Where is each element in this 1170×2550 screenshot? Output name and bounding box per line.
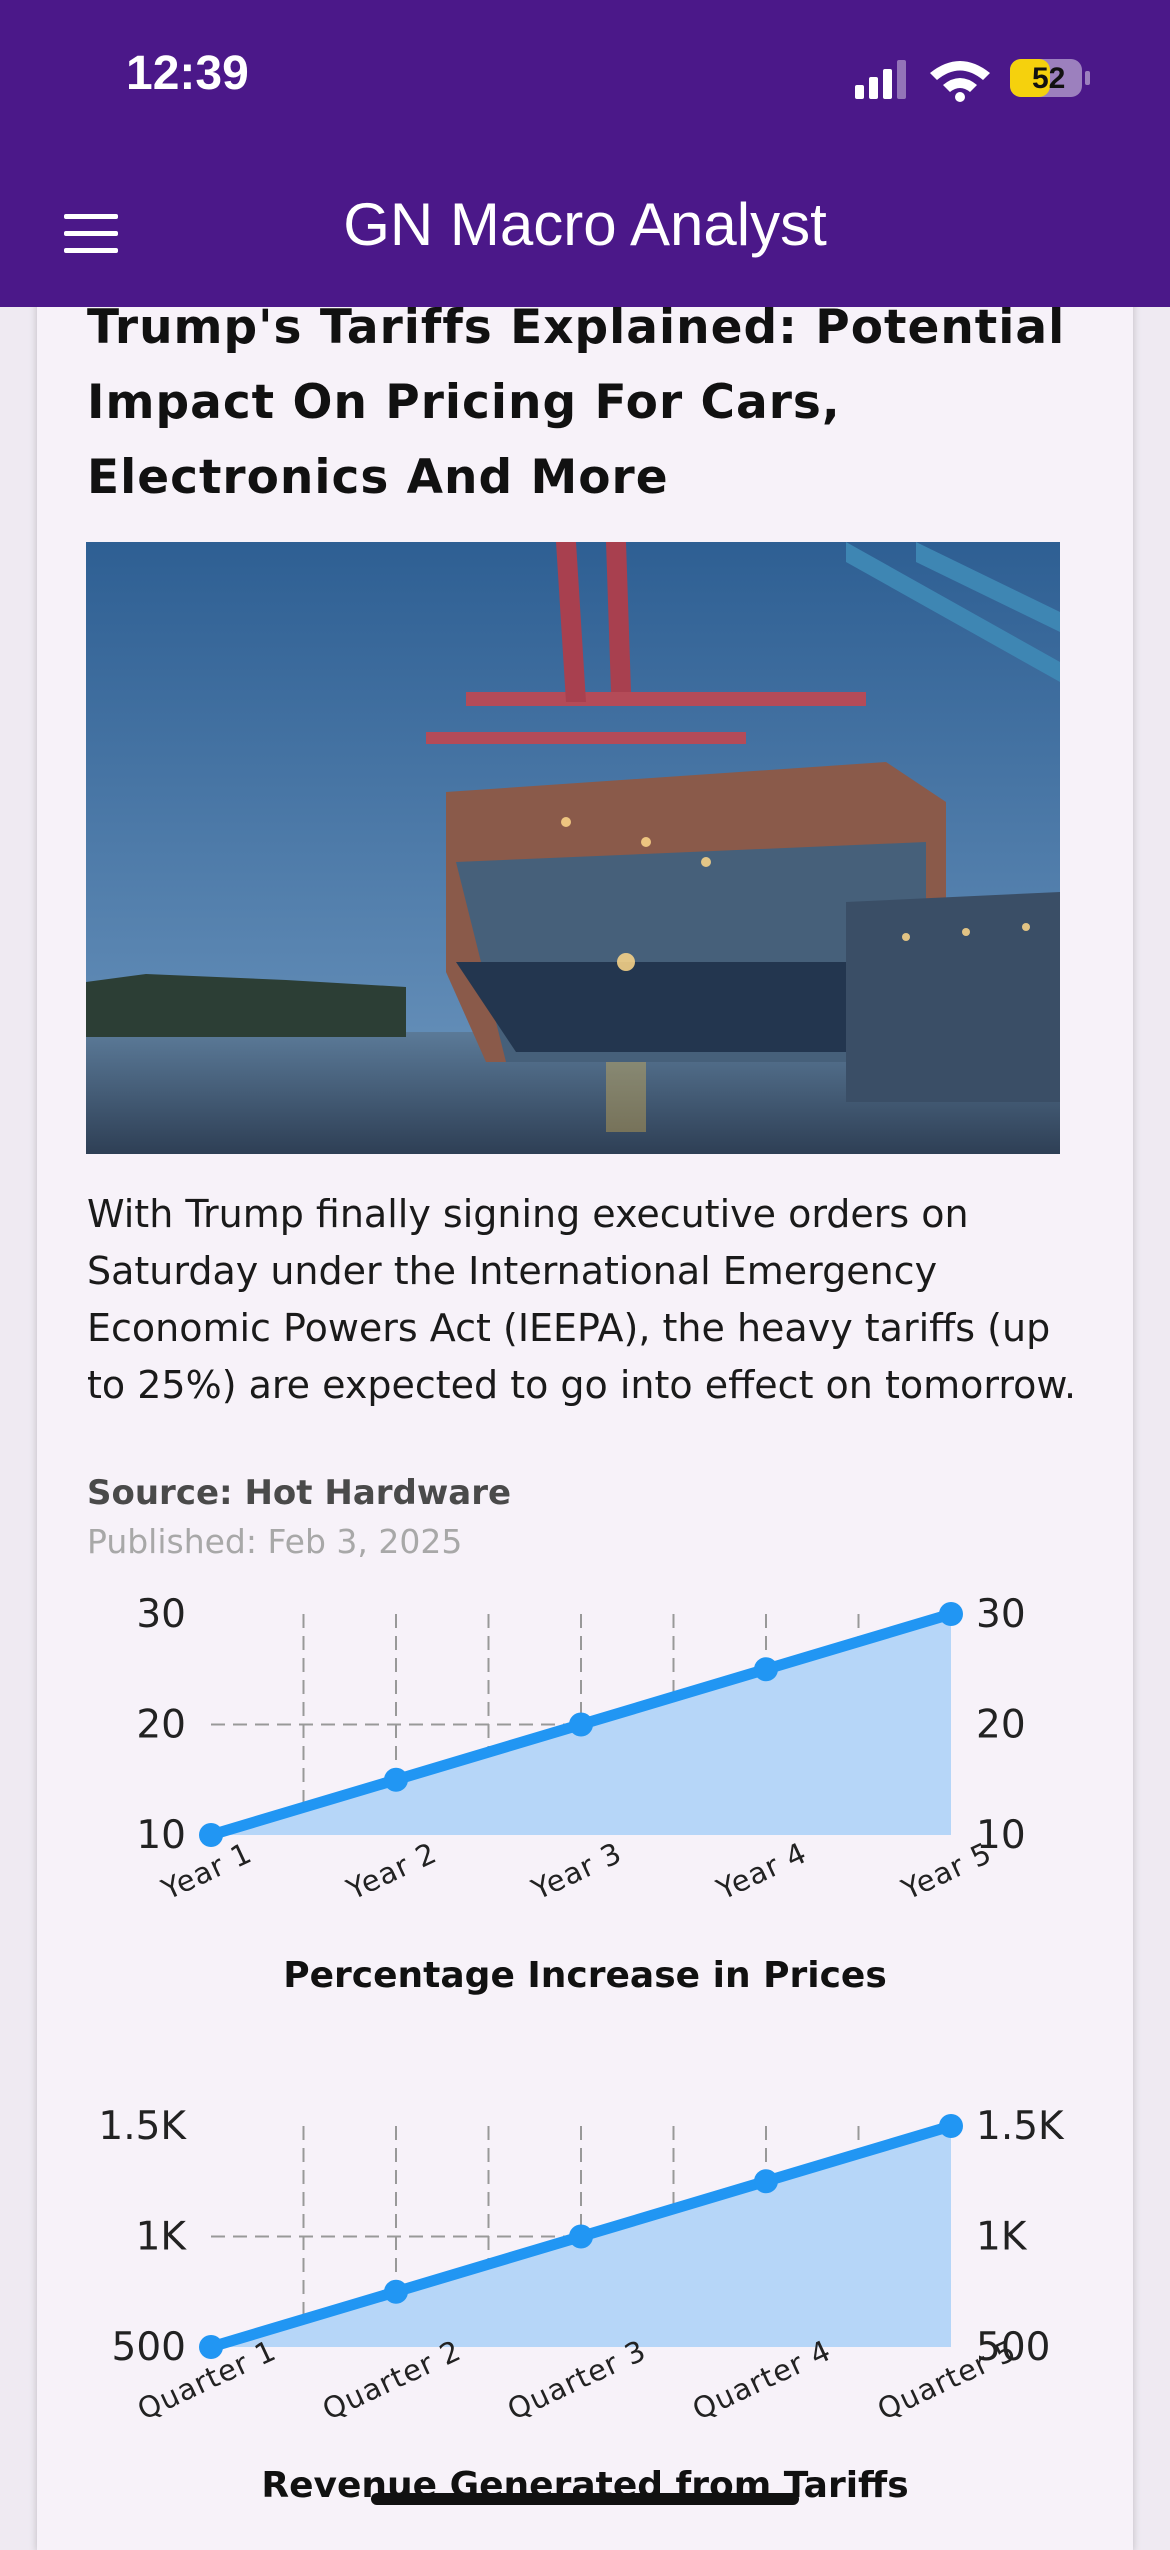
- y-tick-label: 30: [136, 1592, 186, 1637]
- data-point: [939, 1602, 963, 1626]
- article-image: [86, 542, 1060, 1154]
- x-tick-label: Year 5: [896, 1835, 997, 1906]
- data-point: [199, 1823, 223, 1847]
- x-tick-label: Year 2: [341, 1835, 442, 1906]
- x-tick-label: Quarter 3: [502, 2333, 651, 2427]
- home-indicator: [371, 2493, 799, 2505]
- y-tick-label-right: 30: [976, 1592, 1026, 1637]
- chart-title: Percentage Increase in Prices: [283, 1955, 887, 1996]
- clock: 12:39: [126, 47, 249, 100]
- y-tick-label: 500: [112, 2325, 186, 2370]
- y-tick-label-right: 20: [976, 1703, 1026, 1748]
- data-point: [754, 2169, 778, 2194]
- x-tick-label: Quarter 5: [872, 2333, 1021, 2427]
- y-tick-label-right: 1K: [976, 2215, 1028, 2260]
- y-tick-label-right: 1.5K: [976, 2104, 1065, 2149]
- y-tick-label: 10: [136, 1813, 186, 1858]
- x-tick-label: Quarter 2: [317, 2333, 466, 2427]
- status-bar: 12:39 52 GN Macro Analyst: [0, 0, 1170, 307]
- y-tick-label: 20: [136, 1703, 186, 1748]
- article-source: Source: Hot Hardware: [87, 1473, 512, 1513]
- y-tick-label-right: 500: [976, 2325, 1050, 2370]
- y-tick-label-right: 10: [976, 1813, 1026, 1858]
- status-icons: 52: [855, 59, 1090, 102]
- data-point: [569, 1712, 593, 1737]
- menu-button[interactable]: [62, 212, 122, 256]
- data-point: [384, 2279, 408, 2304]
- publish-date: Published: Feb 3, 2025: [87, 1522, 463, 1561]
- x-tick-label: Year 3: [526, 1835, 627, 1906]
- x-tick-label: Year 4: [711, 1835, 812, 1906]
- data-point: [754, 1657, 778, 1682]
- app-title: GN Macro Analyst: [343, 191, 827, 258]
- y-tick-label: 1K: [136, 2215, 188, 2260]
- article-title: Trump's Tariffs Explained: Potential Imp…: [87, 300, 1066, 505]
- data-point: [569, 2224, 593, 2249]
- data-point: [384, 1767, 408, 1792]
- battery-level: 52: [1032, 62, 1065, 95]
- data-point: [939, 2114, 963, 2138]
- article-body: With Trump finally signing executive ord…: [87, 1192, 1077, 1407]
- y-tick-label: 1.5K: [98, 2104, 187, 2149]
- x-tick-label: Quarter 4: [687, 2333, 836, 2427]
- data-point: [199, 2335, 223, 2359]
